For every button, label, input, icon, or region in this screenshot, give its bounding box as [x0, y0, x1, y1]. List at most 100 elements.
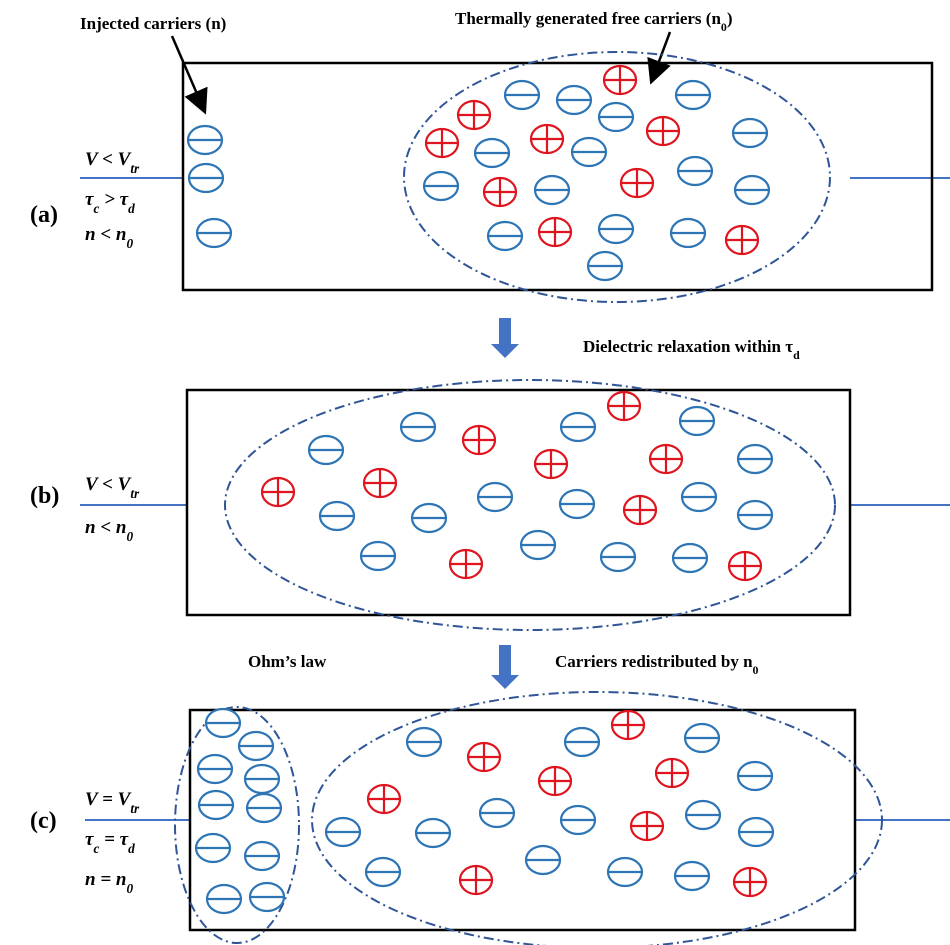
text-part: )	[727, 9, 733, 28]
electron	[196, 834, 230, 862]
hole	[539, 218, 571, 246]
electron	[561, 806, 595, 834]
electron	[366, 858, 400, 886]
electron	[309, 436, 343, 464]
annotation: Ohm’s law	[248, 652, 327, 671]
hole	[458, 101, 490, 129]
hole	[535, 450, 567, 478]
electron	[189, 164, 223, 192]
hole	[631, 812, 663, 840]
electron	[207, 885, 241, 913]
electron	[686, 801, 720, 829]
electron	[565, 728, 599, 756]
electron	[682, 483, 716, 511]
electron	[560, 490, 594, 518]
carriers	[188, 66, 773, 913]
hole	[468, 743, 500, 771]
electron	[608, 858, 642, 886]
text-part: Thermally generated free carriers (n	[455, 9, 721, 28]
annotation: Thermally generated free carriers (n0)	[455, 9, 733, 34]
subscript: d	[793, 348, 800, 362]
text-part: > τ	[99, 189, 128, 210]
diagram: Injected carriers (n) Thermally generate…	[0, 0, 950, 945]
electron	[505, 81, 539, 109]
electron	[361, 542, 395, 570]
electron	[738, 762, 772, 790]
annotation: Dielectric relaxation within τd	[583, 337, 800, 362]
hole	[262, 478, 294, 506]
electron	[535, 176, 569, 204]
electron	[521, 531, 555, 559]
annotation: Injected carriers (n)	[80, 14, 226, 33]
condition: τc > τd	[85, 189, 135, 216]
electron	[320, 502, 354, 530]
electron	[599, 215, 633, 243]
carrier-cloud	[312, 692, 882, 945]
electron	[245, 842, 279, 870]
step-arrow	[491, 645, 519, 689]
hole	[624, 496, 656, 524]
electron	[678, 157, 712, 185]
pointer-arrow	[172, 36, 204, 110]
hole	[656, 759, 688, 787]
electron	[680, 407, 714, 435]
panel-label: (c)	[30, 808, 57, 834]
electron	[561, 413, 595, 441]
condition: V < Vtr	[85, 474, 140, 501]
electron	[673, 544, 707, 572]
hole	[647, 117, 679, 145]
text-part: n < n	[85, 517, 126, 538]
text-part: = τ	[99, 829, 128, 850]
electron	[197, 219, 231, 247]
electron	[599, 103, 633, 131]
electron	[676, 81, 710, 109]
subscript: tr	[130, 801, 140, 816]
subscript: 0	[126, 881, 133, 896]
electron	[239, 732, 273, 760]
electron	[739, 818, 773, 846]
electron	[424, 172, 458, 200]
electron	[478, 483, 512, 511]
electron	[526, 846, 560, 874]
text-part: Dielectric relaxation within τ	[583, 337, 793, 356]
electron	[245, 765, 279, 793]
annotation: Carriers redistributed by n0	[555, 652, 759, 677]
electron	[738, 501, 772, 529]
electron	[671, 219, 705, 247]
electron	[572, 138, 606, 166]
hole	[460, 866, 492, 894]
electron	[412, 504, 446, 532]
electron	[206, 709, 240, 737]
hole	[364, 469, 396, 497]
electron	[401, 413, 435, 441]
text-part: Ohm’s law	[248, 652, 327, 671]
panel-label: (b)	[30, 483, 59, 509]
subscript: d	[128, 201, 135, 216]
electron	[247, 794, 281, 822]
subscript: 0	[126, 236, 133, 251]
subscript: tr	[130, 486, 140, 501]
text-part: Injected carriers (n)	[80, 14, 226, 33]
electron	[675, 862, 709, 890]
electron	[407, 728, 441, 756]
condition: n = n0	[85, 869, 133, 896]
electron	[416, 819, 450, 847]
hole	[726, 226, 758, 254]
hole	[650, 445, 682, 473]
condition: V = Vtr	[85, 789, 140, 816]
subscript: 0	[753, 663, 759, 677]
hole	[368, 785, 400, 813]
electron	[488, 222, 522, 250]
electron	[188, 126, 222, 154]
electron	[198, 755, 232, 783]
electron	[733, 119, 767, 147]
hole	[612, 711, 644, 739]
hole	[426, 129, 458, 157]
electron	[735, 176, 769, 204]
electron	[326, 818, 360, 846]
electron	[475, 139, 509, 167]
electron	[685, 724, 719, 752]
electron	[250, 883, 284, 911]
panel-label: (a)	[30, 202, 58, 228]
subscript: tr	[130, 161, 140, 176]
